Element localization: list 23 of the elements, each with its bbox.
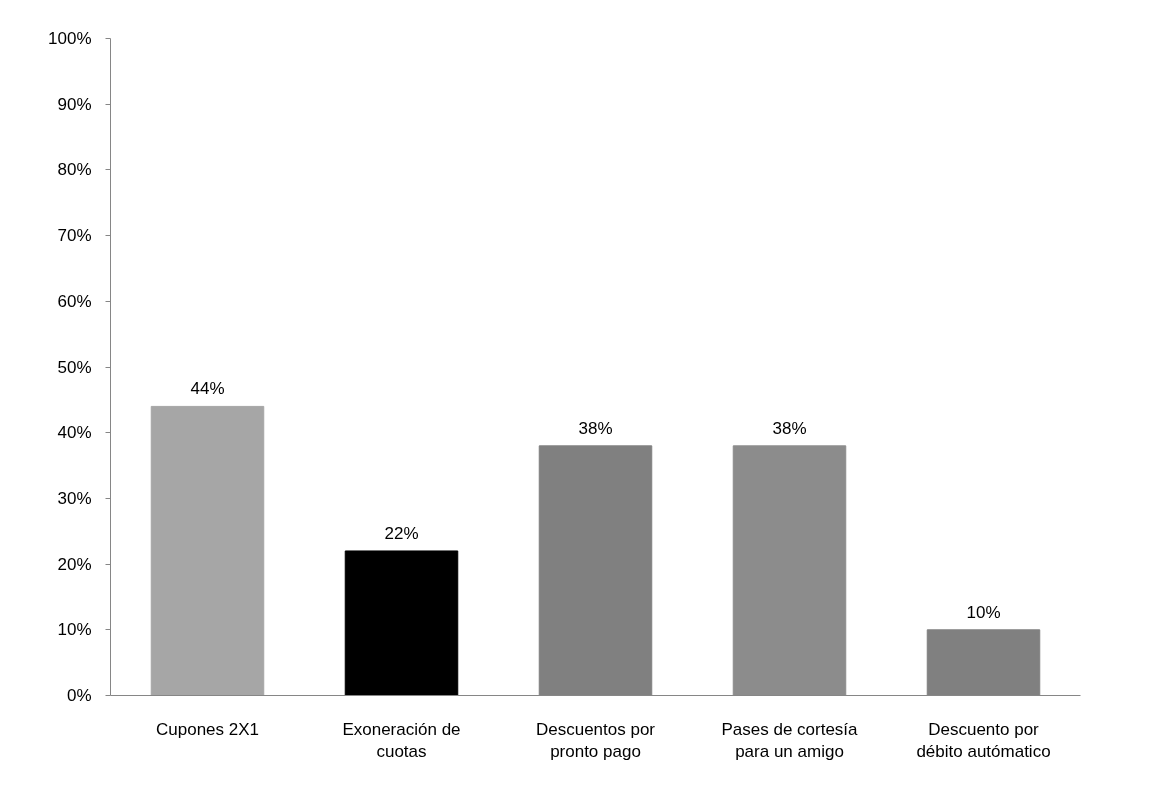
data-label: 22% <box>384 523 419 543</box>
x-tick-label: Pases de cortesía para un amigo <box>721 719 859 762</box>
y-tick-label: 80% <box>57 160 92 180</box>
x-tick-label: Exoneración de cuotas <box>342 719 461 762</box>
data-label: 10% <box>966 602 1001 622</box>
x-tick-label: Cupones 2X1 <box>155 719 260 739</box>
y-tick-label: 60% <box>57 291 92 311</box>
bar <box>344 550 459 696</box>
y-tick-label: 90% <box>57 94 92 114</box>
x-tick-label: Descuento por débito autómatico <box>916 719 1051 762</box>
data-label: 38% <box>772 418 807 438</box>
bar <box>150 405 265 696</box>
y-tick-label: 40% <box>57 423 92 443</box>
y-tick-label: 20% <box>57 554 92 574</box>
y-tick-label: 100% <box>48 29 92 48</box>
y-tick-label: 10% <box>57 620 92 640</box>
x-tick-label: Descuentos por pronto pago <box>535 719 656 762</box>
y-tick-label: 50% <box>57 357 92 377</box>
y-tick-label: 30% <box>57 488 92 508</box>
data-label: 44% <box>190 379 225 399</box>
y-tick-label: 0% <box>66 686 92 705</box>
y-tick-label: 70% <box>57 226 92 246</box>
data-label: 38% <box>578 418 613 438</box>
